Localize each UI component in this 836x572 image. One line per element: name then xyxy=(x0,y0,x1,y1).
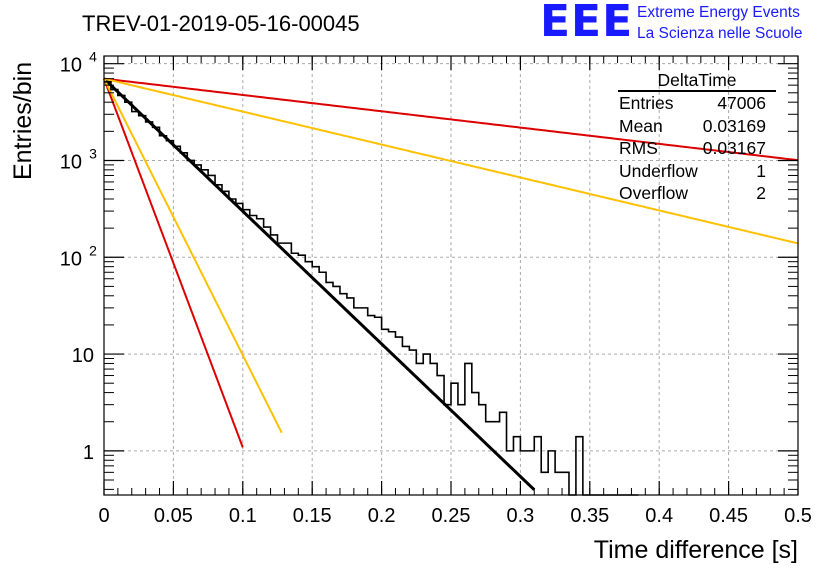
fit-curves xyxy=(102,77,799,491)
axis-ticks xyxy=(103,56,799,495)
x-tick-label: 0.5 xyxy=(784,505,812,527)
x-tick-label: 0.4 xyxy=(645,505,673,527)
stats-value: 1 xyxy=(756,160,766,181)
x-tick-label: 0.3 xyxy=(506,505,534,527)
x-tick-label: 0.25 xyxy=(432,505,471,527)
stats-value: 0.03167 xyxy=(702,138,766,159)
histogram-outline xyxy=(104,80,639,496)
y-axis-label: Entries/bin xyxy=(9,62,37,180)
x-tick-labels: 0 0.05 0.1 0.15 0.2 0.25 0.3 0.35 0.4 0.45 0.5 xyxy=(98,505,811,527)
y-tick-exponent: 2 xyxy=(89,242,97,258)
stats-value: 2 xyxy=(756,183,766,204)
x-tick-label: 0.1 xyxy=(229,505,257,527)
y-tick-label: 10 xyxy=(72,345,94,367)
page-title: TREV-01-2019-05-16-00045 xyxy=(82,11,360,36)
x-tick-label: 0 xyxy=(98,505,109,527)
logo-line-1: Extreme Energy Events xyxy=(637,4,800,21)
stats-row-rms: RMS 0.03167 xyxy=(610,137,780,160)
x-tick-label: 0.35 xyxy=(570,505,609,527)
stats-row-entries: Entries 47006 xyxy=(610,92,780,115)
stats-value: 0.03169 xyxy=(702,115,766,136)
histogram xyxy=(104,80,639,496)
stats-row-underflow: Underflow 1 xyxy=(610,160,780,183)
stats-label: Overflow xyxy=(619,183,689,204)
y-tick-label: 10 xyxy=(60,248,82,270)
y-tick-label: 10 xyxy=(60,55,82,77)
stats-row-overflow: Overflow 2 xyxy=(610,182,780,205)
logo-line-2: La Scienza nelle Scuole xyxy=(637,25,803,42)
x-tick-label: 0.2 xyxy=(368,505,396,527)
x-tick-label: 0.15 xyxy=(293,505,332,527)
logo-mark: EEE xyxy=(540,0,634,47)
y-tick-labels: 1 10 10 2 10 3 10 4 xyxy=(60,49,97,464)
stats-row-mean: Mean 0.03169 xyxy=(610,115,780,138)
x-tick-label: 0.45 xyxy=(709,505,748,527)
y-tick-exponent: 3 xyxy=(89,145,97,161)
stats-label: Underflow xyxy=(619,160,698,181)
stats-label: Mean xyxy=(619,115,663,136)
x-axis-label: Time difference [s] xyxy=(594,536,798,564)
y-tick-exponent: 4 xyxy=(89,49,97,65)
y-tick-label: 1 xyxy=(83,442,94,464)
fit-curve-0 xyxy=(102,77,536,491)
fit-curve-2 xyxy=(103,78,283,434)
fit-curve-3 xyxy=(103,77,799,162)
fit-curve-4 xyxy=(103,77,799,245)
stats-value: 47006 xyxy=(717,93,766,113)
stats-box: DeltaTime Entries 47006 Mean 0.03169 RMS… xyxy=(610,70,780,205)
stats-title: DeltaTime xyxy=(618,70,776,92)
fit-curve-1 xyxy=(103,78,244,448)
stats-label: Entries xyxy=(619,93,674,113)
x-tick-label: 0.05 xyxy=(154,505,193,527)
y-tick-label: 10 xyxy=(60,151,82,173)
stats-label: RMS xyxy=(619,138,658,159)
